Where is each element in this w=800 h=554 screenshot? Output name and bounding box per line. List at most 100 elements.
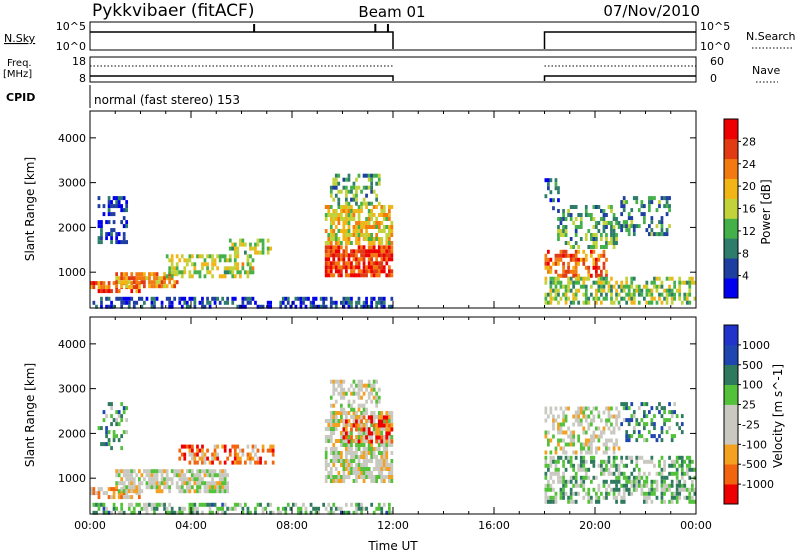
velocity-cell (597, 463, 601, 468)
power-cell (388, 257, 391, 262)
velocity-cell (198, 448, 202, 453)
velocity-cell (388, 443, 391, 447)
power-cell (557, 229, 560, 233)
velocity-cell (362, 506, 366, 511)
power-cell (388, 245, 391, 250)
power-cell (380, 265, 384, 270)
velocity-cell (188, 448, 192, 453)
power-cell (334, 233, 338, 237)
velocity-cell (630, 455, 634, 460)
power-cell (329, 273, 333, 278)
velocity-cell (329, 415, 333, 419)
velocity-cell (286, 502, 290, 507)
power-cell (370, 253, 374, 258)
power-cell (640, 212, 644, 217)
power-cell (355, 253, 358, 258)
power-cell (332, 237, 336, 241)
power-cell (97, 204, 101, 209)
velocity-cell (653, 422, 656, 427)
velocity-cell (658, 402, 661, 407)
velocity-cell (206, 448, 209, 453)
velocity-cell (120, 477, 124, 482)
velocity-cell (605, 491, 608, 496)
velocity-cell (367, 471, 371, 475)
power-cell (332, 300, 336, 305)
velocity-cell (592, 463, 596, 468)
velocity-cell (334, 506, 338, 511)
power-cell (357, 233, 361, 237)
velocity-cell (675, 475, 679, 480)
velocity-cell (653, 414, 656, 419)
power-cell (665, 212, 669, 217)
velocity-colorbar-segment (724, 364, 738, 385)
power-cell (574, 280, 578, 285)
velocity-cell (390, 463, 394, 467)
velocity-cell (597, 434, 601, 439)
velocity-cell (350, 463, 353, 467)
velocity-cell (612, 455, 616, 460)
power-cell (572, 269, 576, 274)
power-cell (658, 296, 661, 301)
power-cell (382, 217, 386, 221)
velocity-cell (122, 473, 126, 478)
power-cell (362, 185, 366, 190)
velocity-cell (360, 455, 363, 459)
velocity-cell (183, 477, 187, 482)
velocity-cell (327, 435, 331, 439)
velocity-cell (158, 502, 161, 507)
power-cell (110, 304, 113, 309)
power-cell (360, 201, 363, 206)
power-cell (357, 209, 361, 213)
power-cell (332, 257, 336, 262)
power-cell (132, 276, 136, 281)
power-cell (345, 300, 348, 305)
power-cell (605, 276, 608, 281)
velocity-cell (612, 442, 616, 447)
power-cell (365, 173, 368, 178)
velocity-cell (340, 431, 343, 435)
power-cell (665, 200, 669, 205)
velocity-cell (148, 502, 151, 507)
velocity-cell (385, 431, 389, 436)
power-cell (559, 221, 563, 225)
velocity-cell (559, 426, 563, 431)
velocity-cell (153, 469, 156, 474)
power-cell (564, 288, 568, 293)
velocity-cell (130, 495, 134, 500)
power-cell (683, 280, 687, 285)
power-cell (365, 217, 368, 221)
velocity-cell (185, 481, 189, 486)
velocity-cell (380, 510, 384, 515)
power-cell (360, 269, 363, 274)
velocity-cell (577, 483, 581, 488)
velocity-cell (390, 427, 394, 432)
velocity-cell (112, 495, 116, 500)
velocity-cell (130, 469, 134, 474)
velocity-cell (592, 414, 596, 419)
power-cell (365, 237, 368, 241)
power-cell (569, 253, 573, 258)
velocity-cell (322, 502, 326, 507)
velocity-cell (216, 485, 220, 490)
velocity-cell (130, 485, 134, 490)
velocity-cell (630, 434, 634, 439)
power-cell (163, 284, 166, 289)
velocity-cell (648, 430, 651, 435)
velocity-cell (569, 463, 573, 468)
power-cell (347, 273, 351, 278)
velocity-cell (148, 485, 151, 490)
power-cell (615, 288, 618, 293)
velocity-cell (256, 456, 260, 461)
power-cell (382, 265, 386, 270)
velocity-cell (668, 499, 671, 504)
power-cell (620, 204, 624, 209)
velocity-cell (562, 414, 565, 419)
velocity-cell (600, 418, 603, 423)
velocity-cell (375, 463, 379, 467)
velocity-cell (102, 418, 106, 423)
power-cell (334, 209, 338, 213)
velocity-cell (360, 506, 363, 511)
power-cell (201, 300, 204, 305)
velocity-cell (569, 487, 573, 492)
velocity-cell (587, 475, 591, 480)
